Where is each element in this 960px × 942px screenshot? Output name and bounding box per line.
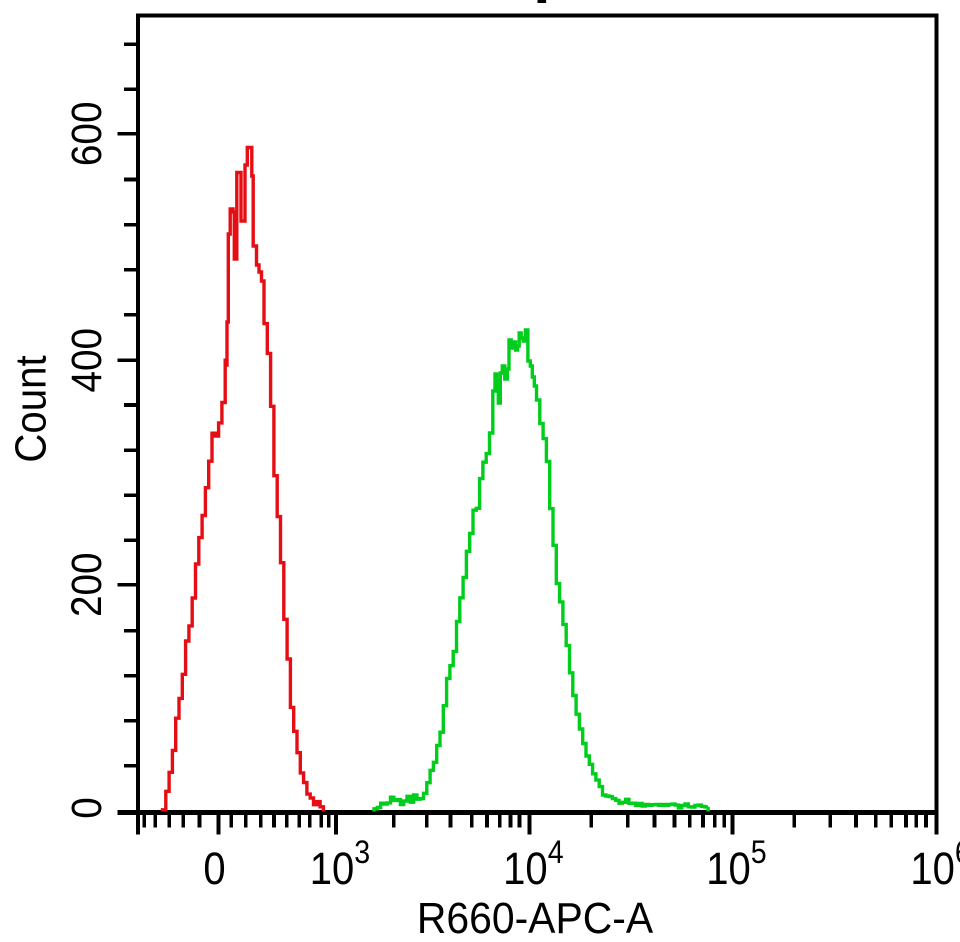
svg-text:400: 400 [62,328,110,393]
svg-text:200: 200 [62,552,110,617]
svg-text:R660-APC-A: R660-APC-A [417,894,654,942]
svg-text:106: 106 [910,835,960,895]
svg-text:104: 104 [503,835,563,895]
svg-text:600: 600 [62,102,110,167]
svg-text:Count: Count [6,355,55,463]
svg-text:0: 0 [62,797,110,819]
svg-text:0: 0 [203,844,225,895]
